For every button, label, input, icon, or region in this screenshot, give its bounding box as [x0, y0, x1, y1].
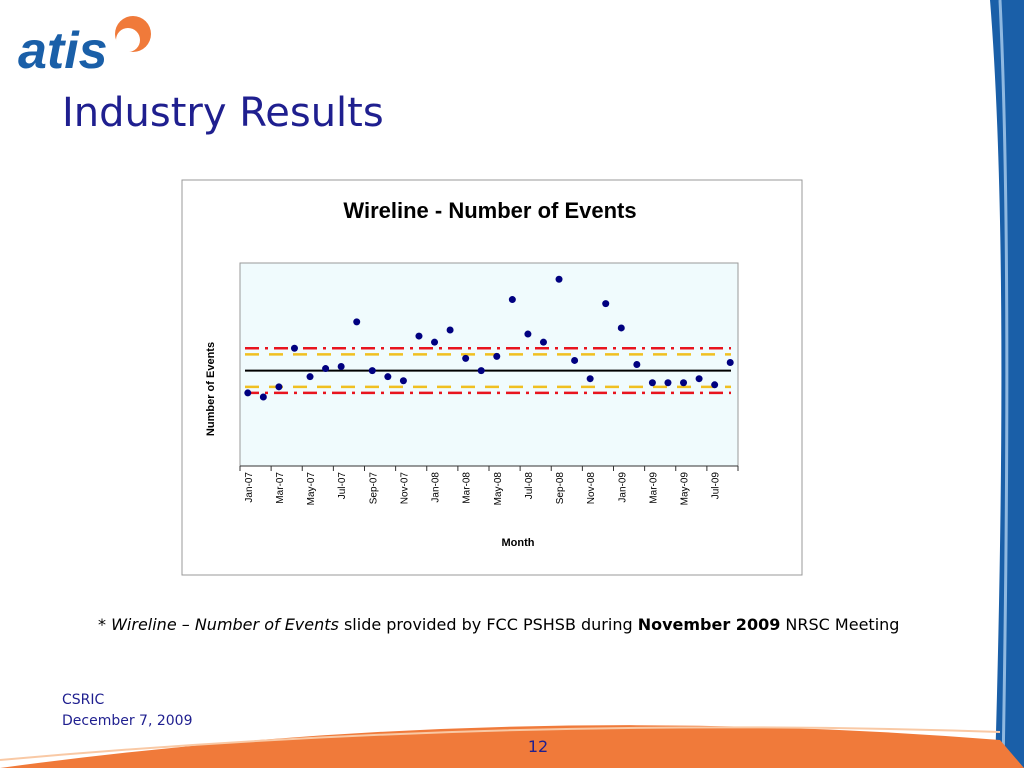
data-point [571, 356, 579, 364]
data-point [290, 344, 298, 352]
data-point [306, 373, 314, 381]
x-tick-label: Mar-07 [275, 472, 286, 504]
data-point [353, 318, 361, 326]
x-tick-label: Jan-09 [617, 472, 628, 503]
footnote: * Wireline – Number of Events slide prov… [98, 615, 899, 634]
data-point [555, 275, 563, 283]
footnote-part: * [98, 615, 111, 634]
data-point [322, 365, 330, 373]
side-swoosh-light [998, 0, 1009, 768]
data-point [695, 375, 703, 383]
data-point [680, 379, 688, 387]
data-point [711, 381, 719, 389]
footnote-part: NRSC Meeting [780, 615, 899, 634]
data-point [664, 379, 672, 387]
data-point [415, 332, 423, 340]
data-point [446, 326, 454, 334]
data-point [477, 367, 485, 375]
data-point [384, 373, 392, 381]
plot-area [239, 262, 739, 467]
bottom-swoosh [0, 725, 1024, 768]
data-point [648, 379, 656, 387]
x-tick-label: Jul-07 [337, 472, 348, 500]
data-point [493, 352, 501, 360]
slide-title: Industry Results [62, 90, 384, 136]
footer-org: CSRIC [62, 692, 105, 708]
footnote-part: slide provided by FCC PSHSB during [339, 615, 638, 634]
data-point [586, 375, 594, 383]
x-tick-label: May-07 [306, 472, 317, 506]
data-point [617, 324, 625, 332]
data-point [399, 377, 407, 385]
x-tick-label: Nov-07 [399, 472, 410, 505]
data-point [259, 393, 267, 401]
data-point [524, 330, 532, 338]
x-tick-label: Sep-08 [555, 472, 566, 505]
data-point [244, 389, 252, 397]
data-point [368, 367, 376, 375]
x-tick-label: Jan-08 [431, 472, 442, 503]
bottom-swoosh-light [0, 726, 1001, 761]
data-point [539, 338, 547, 346]
y-axis-label: Number of Events [205, 342, 217, 436]
x-tick-label: Nov-08 [586, 472, 597, 505]
footnote-part: November 2009 [638, 615, 781, 634]
logo: atis [18, 22, 108, 80]
data-point [602, 300, 610, 308]
logo-sun [115, 16, 151, 52]
data-point [431, 338, 439, 346]
footer-date: December 7, 2009 [62, 713, 192, 729]
footnote-part: Wireline – Number of Events [111, 615, 339, 634]
chart-title: Wireline - Number of Events [343, 198, 636, 223]
x-axis-label: Month [502, 537, 535, 549]
data-point [726, 358, 734, 366]
data-point [275, 383, 283, 391]
x-tick-label: Mar-08 [462, 472, 473, 504]
x-tick-label: Jul-08 [524, 472, 535, 500]
data-point [337, 363, 345, 371]
x-tick-label: May-08 [493, 472, 504, 506]
x-tick-label: Mar-09 [648, 472, 659, 504]
x-tick-label: May-09 [680, 472, 691, 506]
page-number: 12 [528, 737, 548, 756]
data-point [633, 361, 641, 368]
x-tick-label: Sep-07 [368, 472, 379, 505]
data-point [508, 296, 516, 304]
data-point [462, 354, 470, 362]
x-tick-label: Jan-07 [244, 472, 255, 503]
x-tick-label: Jul-09 [711, 472, 722, 500]
